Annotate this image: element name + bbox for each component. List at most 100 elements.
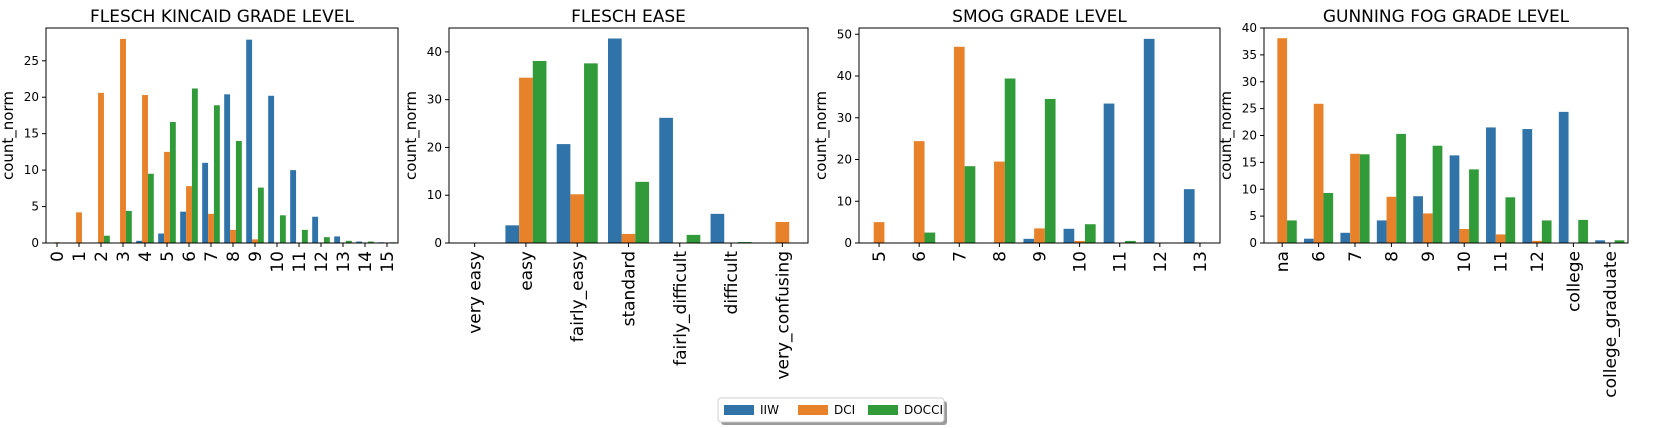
bar-iiw-13 (334, 236, 341, 243)
x-tick-label: 7 (950, 251, 970, 262)
bar-docci-4 (147, 173, 154, 243)
x-tick-label: college (1564, 251, 1584, 312)
legend-swatch-dci (798, 405, 828, 415)
bar-docci-5 (1469, 169, 1479, 243)
x-tick-label: fairly_easy (568, 251, 588, 342)
x-tick-label: 4 (136, 251, 156, 262)
x-tick-label: 12 (1151, 251, 1171, 273)
x-tick-label: 8 (1382, 251, 1402, 262)
bar-iiw-1 (505, 225, 520, 243)
bar-dci-6 (775, 221, 790, 243)
x-tick-label: 8 (990, 251, 1010, 262)
x-tick-label: 6 (1310, 251, 1330, 262)
y-axis-label: count_norm (812, 91, 831, 180)
bar-iiw-11 (290, 170, 297, 243)
bar-dci-5 (164, 151, 170, 243)
bar-docci-2 (584, 63, 598, 243)
x-tick-label: 11 (290, 251, 310, 273)
bar-docci-1 (924, 232, 936, 243)
bar-iiw-7 (1522, 129, 1533, 243)
x-tick-label: 3 (114, 251, 134, 262)
bar-docci-10 (279, 215, 286, 243)
x-tick-label: 7 (1346, 251, 1366, 262)
y-tick-label: 15 (1242, 155, 1257, 169)
bar-docci-3 (1396, 133, 1406, 243)
bar-dci-3 (120, 38, 126, 244)
x-tick-label: college_graduate (1601, 251, 1621, 398)
bar-dci-5 (1074, 240, 1085, 243)
y-tick-label: 0 (31, 236, 39, 250)
chart-panel-3: GUNNING FOG GRADE LEVEL count_norm 0 5 10 15 2… (1217, 7, 1629, 398)
chart-panel-0: FLESCH KINCAID GRADE LEVELcount_norm0510… (0, 7, 399, 273)
bar-iiw-1 (1304, 238, 1314, 243)
bar-iiw-2 (556, 144, 571, 243)
x-tick-label: very easy (466, 251, 486, 334)
legend-swatch-iiw (724, 405, 754, 415)
bar-docci-13 (345, 240, 352, 243)
chart-title: SMOG GRADE LEVEL (952, 7, 1127, 27)
bar-iiw-6 (180, 211, 187, 243)
bar-docci-9 (257, 187, 264, 243)
plot-frame (858, 27, 1221, 244)
bar-docci-2 (964, 166, 976, 243)
x-tick-label: na (1273, 251, 1293, 272)
bar-dci-6 (186, 186, 192, 243)
x-tick-label: 2 (92, 251, 112, 262)
bar-iiw-3 (607, 38, 622, 244)
y-tick-label: 0 (1249, 236, 1257, 250)
legend-swatch-docci (868, 405, 898, 415)
bar-docci-7 (213, 105, 220, 243)
x-tick-label: 1 (70, 251, 90, 262)
bar-dci-9 (252, 239, 258, 243)
chart-panel-1: FLESCH EASE count_norm 0 10 20 30 40 very easy e… (402, 7, 809, 380)
x-tick-label: 6 (910, 251, 930, 262)
legend-box (717, 397, 945, 423)
bar-iiw-7 (202, 162, 209, 243)
y-tick-label: 50 (837, 27, 852, 41)
y-tick-label: 40 (427, 45, 442, 59)
bar-docci-5 (1084, 224, 1096, 243)
bar-docci-4 (686, 234, 701, 243)
bar-dci-1 (76, 212, 82, 243)
bar-iiw-8 (1183, 189, 1195, 243)
bar-docci-8 (1578, 219, 1588, 243)
chart-title: FLESCH EASE (571, 7, 686, 27)
y-tick-label: 25 (24, 54, 39, 68)
x-tick-label: 7 (202, 251, 222, 262)
bar-iiw-2 (1340, 232, 1351, 243)
bar-dci-1 (913, 141, 925, 243)
bar-docci-14 (367, 241, 374, 243)
bar-docci-1 (532, 60, 547, 243)
bar-dci-2 (953, 46, 965, 243)
bar-iiw-6 (1486, 127, 1496, 243)
bar-dci-6 (1495, 234, 1506, 243)
y-tick-label: 20 (837, 153, 852, 167)
bar-dci-4 (1422, 213, 1433, 243)
bar-dci-4 (1034, 228, 1045, 243)
bar-iiw-9 (246, 39, 253, 243)
y-tick-label: 10 (427, 188, 442, 202)
bar-dci-2 (570, 194, 585, 243)
x-tick-label: 14 (356, 251, 376, 273)
plot-frame (448, 27, 809, 244)
bar-docci-3 (125, 210, 132, 243)
bar-docci-3 (635, 181, 650, 243)
plot-frame (45, 27, 399, 244)
bar-docci-2 (103, 235, 110, 243)
x-tick-label: 0 (48, 251, 68, 262)
bar-docci-6 (1125, 240, 1136, 243)
y-axis-label: count_norm (1217, 91, 1236, 180)
bar-docci-3 (1004, 78, 1016, 243)
bar-iiw-7 (1143, 38, 1155, 243)
x-tick-label: 9 (246, 251, 266, 262)
bar-docci-12 (323, 237, 330, 243)
x-tick-label: 12 (1528, 251, 1548, 273)
bar-iiw-6 (1103, 103, 1115, 243)
bar-docci-6 (191, 88, 198, 244)
y-tick-label: 25 (1242, 102, 1257, 116)
x-tick-label: 10 (268, 251, 288, 273)
bar-iiw-12 (312, 216, 319, 243)
x-tick-label: fairly_difficult (671, 251, 691, 366)
bar-iiw-4 (1023, 238, 1035, 243)
bar-dci-4 (142, 95, 148, 243)
